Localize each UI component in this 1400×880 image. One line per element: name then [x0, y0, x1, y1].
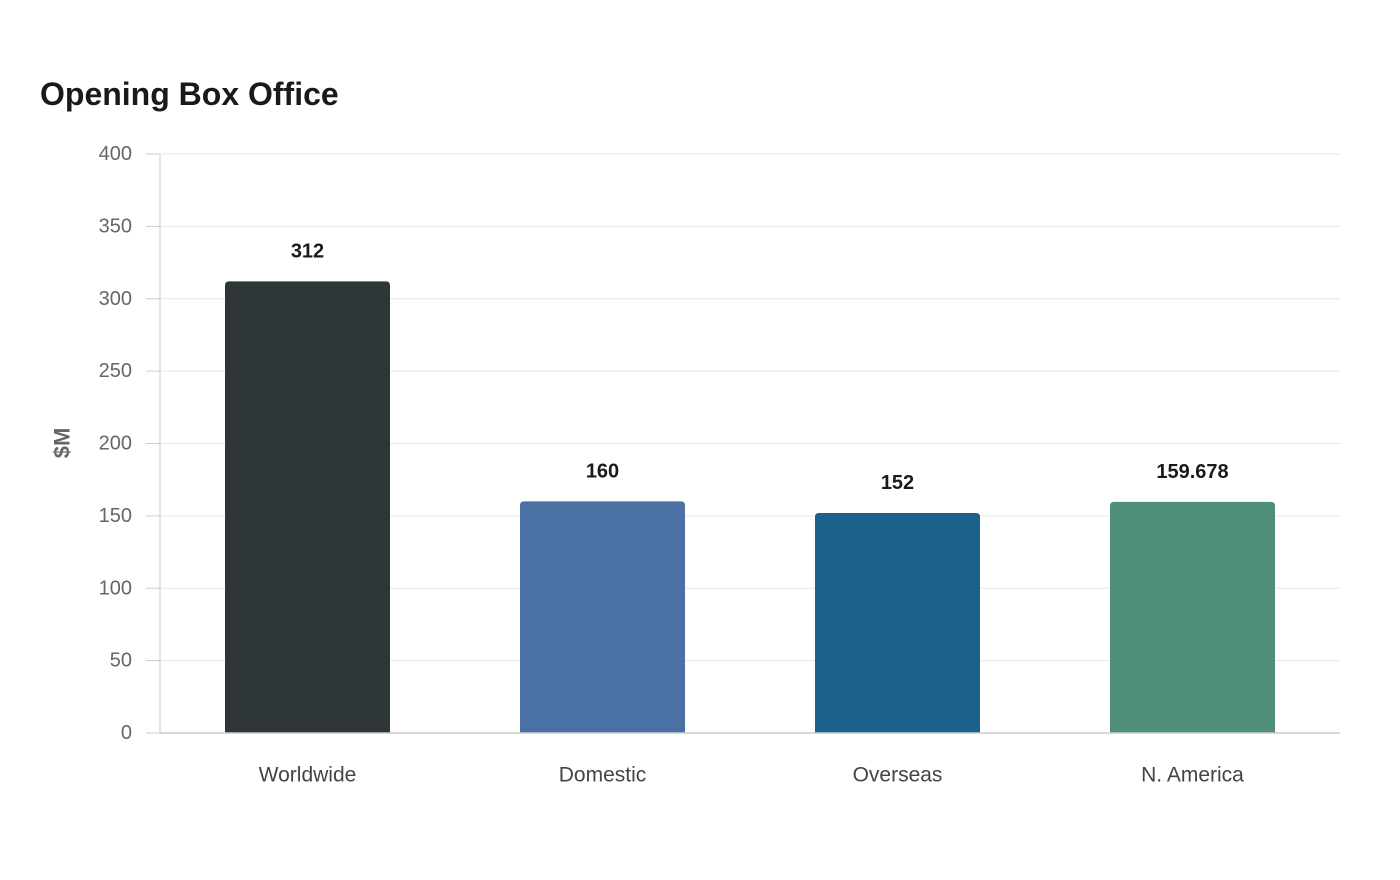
axes [146, 153, 1340, 734]
y-tick-label: 0 [121, 722, 132, 744]
x-tick-label: Overseas [853, 764, 943, 787]
y-tick-label: 200 [99, 433, 132, 455]
data-label: 159.678 [1156, 461, 1228, 483]
y-tick-label: 100 [99, 577, 132, 599]
y-tick-label: 50 [110, 650, 132, 672]
labels: 0 50 100 150 200 250 300 350 400 312 Worldwide 160 D… [50, 143, 1245, 787]
y-tick-label: 350 [99, 215, 132, 237]
bar-domestic [520, 501, 685, 733]
x-tick-label: N. America [1141, 764, 1244, 787]
bar-n-america [1110, 501, 1275, 733]
bar-worldwide [225, 281, 390, 733]
data-label: 160 [586, 460, 619, 482]
y-axis-label: $M [50, 428, 75, 459]
bars [225, 281, 1275, 733]
chart-title: Opening Box Office [40, 76, 339, 112]
y-tick-label: 400 [99, 143, 132, 165]
y-tick-label: 250 [99, 360, 132, 382]
y-tick-label: 150 [99, 505, 132, 527]
x-tick-label: Domestic [559, 764, 647, 787]
y-tick-label: 300 [99, 288, 132, 310]
data-label: 152 [881, 472, 914, 494]
bar-overseas [815, 512, 980, 733]
x-tick-label: Worldwide [259, 764, 357, 787]
data-label: 312 [291, 240, 324, 262]
